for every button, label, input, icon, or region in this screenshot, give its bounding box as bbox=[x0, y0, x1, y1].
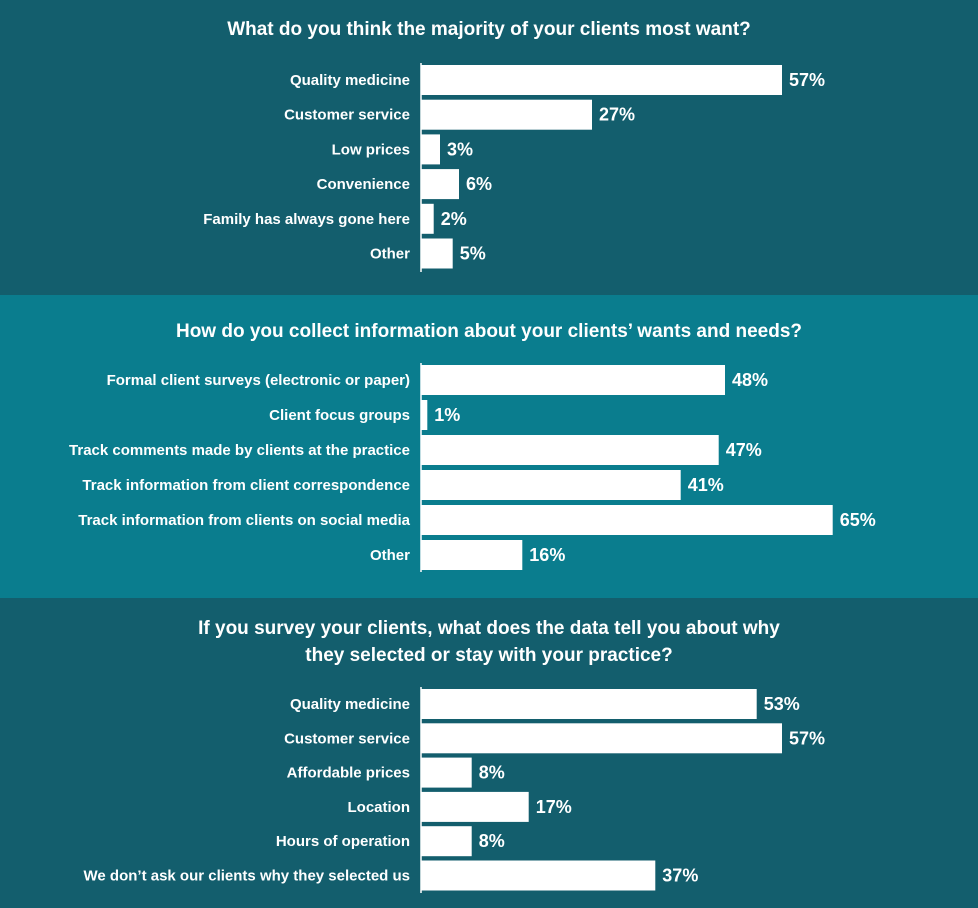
value-label: 27% bbox=[599, 105, 635, 125]
bar-1-6 bbox=[421, 238, 453, 269]
category-label: Family has always gone here bbox=[203, 211, 410, 228]
value-label: 57% bbox=[789, 728, 825, 748]
chart-3-group: Quality medicine 53% Customer service 57% Af… bbox=[84, 687, 825, 893]
value-label: 41% bbox=[688, 475, 724, 495]
category-label: Track information from client correspond… bbox=[82, 477, 410, 494]
category-label: We don’t ask our clients why they select… bbox=[84, 868, 410, 885]
chart-2-title: How do you collect information about you… bbox=[0, 318, 978, 345]
value-label: 65% bbox=[840, 510, 876, 530]
chart-1-title: What do you think the majority of your c… bbox=[0, 16, 978, 43]
bar-2-2 bbox=[421, 400, 428, 430]
chart-2-title-line-1: How do you collect information about you… bbox=[175, 321, 803, 342]
bar-1-4 bbox=[421, 169, 459, 200]
category-label: Hours of operation bbox=[276, 833, 410, 850]
value-label: 6% bbox=[466, 174, 492, 194]
value-label: 53% bbox=[764, 694, 800, 714]
chart-1-title-line-1: What do you think the majority of your c… bbox=[227, 19, 751, 40]
category-label: Track information from clients on social… bbox=[78, 512, 410, 529]
chart-3-title-line-2: they selected or stay with your practice… bbox=[305, 645, 673, 666]
chart-3-title: If you survey your clients, what does th… bbox=[0, 615, 978, 669]
bar-3-2 bbox=[421, 723, 782, 754]
value-label: 57% bbox=[789, 70, 825, 90]
bar-3-6 bbox=[421, 860, 656, 891]
category-label: Customer service bbox=[284, 107, 410, 124]
category-label: Customer service bbox=[284, 730, 410, 747]
value-label: 16% bbox=[529, 545, 565, 565]
chart-3-title-line-1: If you survey your clients, what does th… bbox=[198, 618, 780, 639]
value-label: 47% bbox=[726, 440, 762, 460]
category-label: Other bbox=[370, 547, 410, 564]
category-label: Track comments made by clients at the pr… bbox=[69, 442, 410, 459]
value-label: 8% bbox=[479, 763, 505, 783]
bar-3-1 bbox=[421, 689, 757, 719]
bar-2-3 bbox=[421, 435, 719, 465]
chart-panel-1 bbox=[0, 0, 978, 295]
bar-1-5 bbox=[421, 203, 434, 234]
bar-2-6 bbox=[421, 540, 523, 570]
category-label: Convenience bbox=[317, 176, 410, 193]
value-label: 1% bbox=[434, 405, 460, 425]
value-label: 48% bbox=[732, 370, 768, 390]
bar-1-1 bbox=[421, 65, 782, 95]
category-label: Low prices bbox=[332, 141, 410, 158]
category-label: Formal client surveys (electronic or pap… bbox=[107, 372, 410, 389]
category-label: Quality medicine bbox=[290, 72, 410, 89]
bar-2-1 bbox=[421, 365, 725, 395]
chart-2-group: Formal client surveys (electronic or pap… bbox=[69, 363, 876, 572]
bar-3-3 bbox=[421, 757, 472, 788]
category-label: Quality medicine bbox=[290, 696, 410, 713]
value-label: 8% bbox=[479, 831, 505, 851]
value-label: 37% bbox=[662, 866, 698, 886]
value-label: 3% bbox=[447, 139, 473, 159]
chart-1-group: Quality medicine 57% Customer service 27% Lo… bbox=[203, 63, 825, 272]
value-label: 2% bbox=[441, 209, 467, 229]
value-label: 17% bbox=[536, 797, 572, 817]
bar-1-3 bbox=[421, 134, 440, 165]
category-label: Location bbox=[348, 799, 411, 816]
bar-3-4 bbox=[421, 791, 529, 822]
category-label: Client focus groups bbox=[269, 407, 410, 424]
bar-1-2 bbox=[421, 99, 592, 130]
bar-2-4 bbox=[421, 470, 681, 500]
value-label: 5% bbox=[460, 244, 486, 264]
category-label: Affordable prices bbox=[287, 765, 410, 782]
category-label: Other bbox=[370, 246, 410, 263]
bar-3-5 bbox=[421, 826, 472, 857]
bar-2-5 bbox=[421, 505, 833, 535]
